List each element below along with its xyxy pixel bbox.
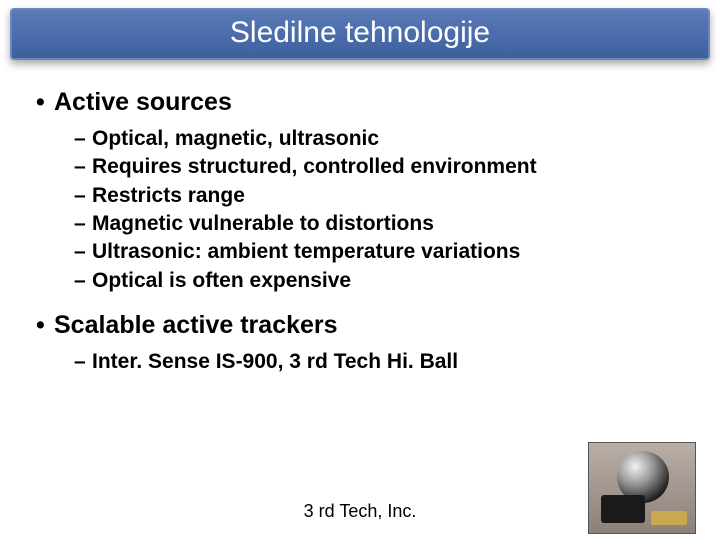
bullet-active-sources: Active sources: [36, 88, 684, 117]
bullet-text: Requires structured, controlled environm…: [92, 155, 537, 178]
subbullet: Optical, magnetic, ultrasonic: [36, 125, 684, 153]
bullet-text: Restricts range: [92, 184, 245, 207]
product-image: [588, 442, 696, 534]
bullet-scalable-trackers: Scalable active trackers: [36, 311, 684, 340]
bullet-text: Optical, magnetic, ultrasonic: [92, 127, 379, 150]
bullet-text: Ultrasonic: ambient temperature variatio…: [92, 240, 520, 263]
bullet-text: Inter. Sense IS-900, 3 rd Tech Hi. Ball: [92, 350, 458, 373]
subbullet: Restricts range: [36, 182, 684, 210]
tracker-base-icon: [601, 495, 645, 523]
key-icon: [651, 511, 687, 525]
slide-title: Sledilne tehnologije: [12, 16, 708, 50]
footer-caption: 3 rd Tech, Inc.: [304, 501, 417, 522]
subbullet: Requires structured, controlled environm…: [36, 153, 684, 181]
bullet-text: Magnetic vulnerable to distortions: [92, 212, 434, 235]
subbullet: Inter. Sense IS-900, 3 rd Tech Hi. Ball: [36, 348, 684, 376]
bullet-text: Optical is often expensive: [92, 269, 351, 292]
subbullet: Magnetic vulnerable to distortions: [36, 210, 684, 238]
slide-body: Active sources Optical, magnetic, ultras…: [0, 60, 720, 386]
bullet-text: Active sources: [54, 88, 232, 116]
title-bar: Sledilne tehnologije: [10, 8, 710, 60]
subbullet: Optical is often expensive: [36, 267, 684, 295]
subbullet: Ultrasonic: ambient temperature variatio…: [36, 238, 684, 266]
bullet-text: Scalable active trackers: [54, 311, 338, 339]
